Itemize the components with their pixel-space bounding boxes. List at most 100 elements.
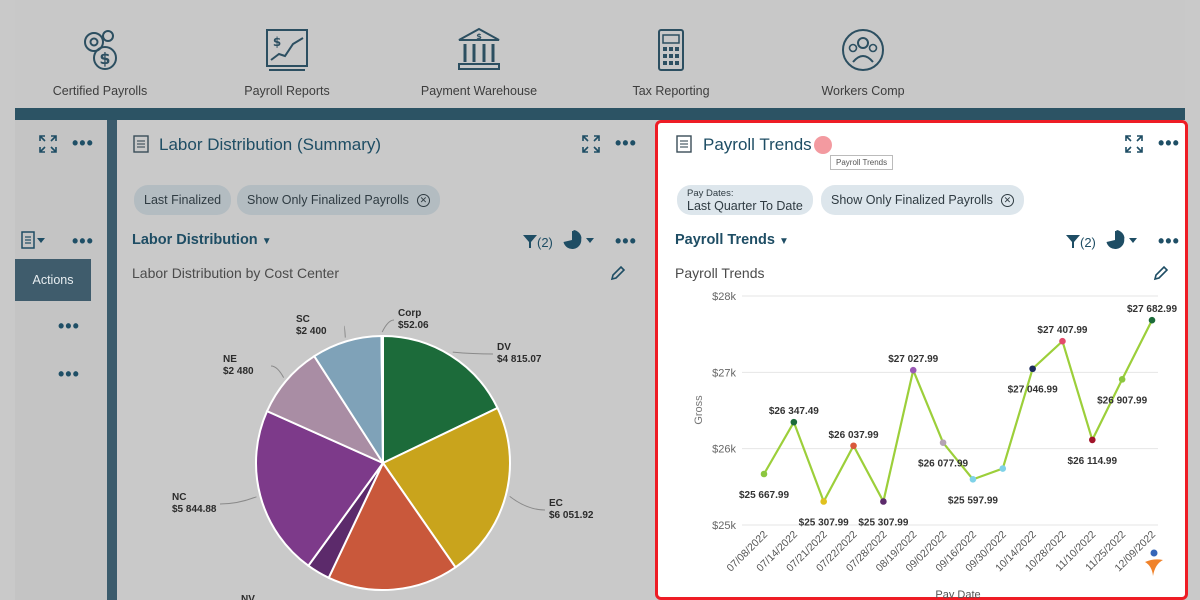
y-tick-label: $27k — [712, 367, 736, 379]
data-point[interactable] — [1059, 337, 1066, 345]
nav-divider — [15, 108, 1185, 120]
pie-chart-type-icon[interactable] — [1106, 230, 1140, 250]
data-label: $27 407.99 — [1037, 325, 1087, 336]
chip-label: Last Quarter To Date — [687, 198, 803, 213]
more-menu-icon[interactable]: ••• — [72, 133, 94, 153]
document-icon — [676, 135, 692, 153]
more-menu-icon[interactable]: ••• — [615, 133, 637, 153]
pie-leader-line — [219, 496, 257, 505]
more-menu-icon[interactable]: ••• — [58, 316, 80, 336]
labor-distribution-dropdown[interactable]: Labor Distribution ▼ — [132, 232, 272, 248]
pie-slice-unlabeled-2[interactable] — [327, 461, 457, 591]
data-point[interactable] — [1148, 316, 1156, 324]
chip-label: Show Only Finalized Payrolls — [247, 193, 409, 207]
data-point[interactable] — [1118, 376, 1126, 383]
nav-payment-warehouse[interactable]: $ Payment Warehouse — [399, 26, 559, 98]
data-point[interactable] — [999, 465, 1007, 472]
data-point[interactable] — [909, 366, 917, 374]
caret-down-icon: ▼ — [778, 236, 789, 247]
nav-workers-comp[interactable]: Workers Comp — [783, 26, 943, 98]
y-tick-label: $25k — [712, 520, 736, 532]
nav-tax-reporting[interactable]: Tax Reporting — [591, 26, 751, 98]
pie-leader-line — [509, 495, 546, 511]
pie-leader-line — [343, 325, 346, 338]
pie-label-value: $2 480 — [223, 366, 254, 377]
data-point[interactable] — [880, 498, 887, 505]
pie-label-partial: NV... — [241, 594, 263, 600]
brand-logo-icon — [1145, 549, 1163, 576]
data-label: $27 046.99 — [1008, 385, 1058, 396]
pie-label-value: $5 844.88 — [172, 504, 217, 515]
more-menu-icon[interactable]: ••• — [1158, 133, 1180, 153]
data-point[interactable] — [969, 476, 977, 483]
more-menu-icon[interactable]: ••• — [58, 364, 80, 384]
expand-icon[interactable] — [1124, 134, 1144, 154]
pie-slice-ec[interactable] — [381, 406, 511, 569]
title-tooltip: Payroll Trends — [830, 155, 894, 170]
nav-certified-payrolls[interactable]: $ Certified Payrolls — [20, 26, 180, 98]
report-chart-icon: $ — [266, 29, 308, 71]
filter-icon[interactable] — [1065, 233, 1081, 249]
data-point[interactable] — [850, 442, 857, 450]
more-menu-icon[interactable]: ••• — [615, 231, 637, 251]
nav-label: Payroll Reports — [244, 84, 330, 98]
pie-chart-type-icon[interactable] — [563, 230, 597, 250]
svg-text:$: $ — [273, 35, 281, 49]
svg-text:$: $ — [99, 49, 110, 68]
data-label: $27 682.99 — [1127, 304, 1177, 315]
calculator-icon — [658, 29, 684, 71]
pie-leader-line — [270, 365, 285, 378]
data-label: $26 037.99 — [829, 430, 879, 441]
data-point[interactable] — [1089, 436, 1096, 444]
pie-label-value: $2 400 — [296, 326, 327, 337]
payroll-trends-line-chart: $25k $26k $27k $28k Gross $25 667.99 $26 347.4… — [693, 291, 1177, 598]
card-title: Labor Distribution (Summary) — [159, 135, 382, 154]
filter-icon[interactable] — [522, 233, 538, 249]
panel-divider — [107, 120, 117, 600]
y-axis-label: Gross — [693, 395, 705, 425]
edit-pencil-icon[interactable] — [609, 264, 627, 282]
cursor-highlight — [814, 136, 832, 154]
actions-button[interactable]: Actions — [15, 259, 91, 301]
expand-icon[interactable] — [581, 134, 601, 154]
edit-pencil-icon[interactable] — [1152, 264, 1170, 282]
more-menu-icon[interactable]: ••• — [72, 231, 94, 251]
card-title[interactable]: Payroll Trends — [703, 135, 812, 154]
x-axis-label: Pay Date — [935, 589, 980, 598]
y-tick-label: $26k — [712, 444, 736, 456]
chart-subtitle: Labor Distribution by Cost Center — [132, 265, 339, 281]
close-icon[interactable]: ✕ — [416, 193, 430, 207]
more-menu-icon[interactable]: ••• — [1158, 231, 1180, 251]
y-tick-label: $28k — [712, 291, 736, 303]
close-icon[interactable]: ✕ — [1000, 193, 1014, 207]
pie-leader-line — [381, 319, 395, 333]
chip-label: Last Finalized — [144, 193, 222, 207]
filter-chip-last-finalized[interactable]: Last Finalized — [134, 185, 232, 215]
pie-label-name: SC — [296, 314, 310, 325]
filter-chip-pay-dates[interactable]: Pay Dates: Last Quarter To Date — [677, 185, 813, 215]
filter-count: (2) — [537, 235, 553, 250]
nav-payroll-reports[interactable]: $ Payroll Reports — [207, 26, 367, 98]
data-point[interactable] — [790, 418, 798, 426]
data-point[interactable] — [1029, 365, 1036, 373]
filter-chip-finalized-payrolls[interactable]: Show Only Finalized Payrolls ✕ — [237, 185, 440, 215]
people-circle-icon — [842, 29, 884, 71]
data-point[interactable] — [939, 439, 947, 447]
pie-label-name: Corp — [398, 308, 421, 319]
caret-down-icon: ▼ — [261, 236, 272, 247]
pie-leader-line — [452, 351, 494, 355]
data-point[interactable] — [760, 470, 768, 478]
pie-label-value: $52.06 — [398, 320, 429, 331]
expand-icon[interactable] — [38, 134, 58, 154]
data-point[interactable] — [820, 498, 827, 505]
data-label: $25 597.99 — [948, 495, 998, 506]
data-label: $27 027.99 — [888, 354, 938, 365]
document-dropdown-icon[interactable] — [20, 230, 46, 250]
pie-slice-dv[interactable] — [382, 334, 499, 465]
chip-sublabel: Pay Dates: — [687, 187, 734, 199]
pie-slice-corp[interactable] — [380, 334, 384, 464]
data-label: $26 077.99 — [918, 459, 968, 470]
payroll-trends-dropdown[interactable]: Payroll Trends ▼ — [675, 232, 789, 248]
chart-subtitle: Payroll Trends — [675, 265, 765, 281]
filter-chip-finalized-payrolls[interactable]: Show Only Finalized Payrolls ✕ — [821, 185, 1024, 215]
